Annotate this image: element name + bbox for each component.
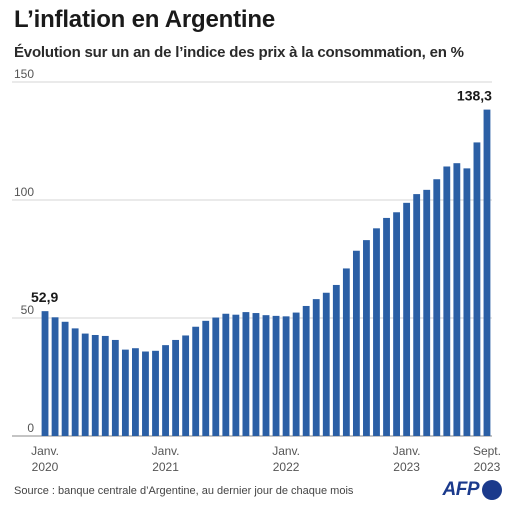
bar (212, 317, 220, 436)
bar (182, 335, 190, 436)
bar (252, 313, 260, 436)
chart-title: L’inflation en Argentine (14, 6, 275, 33)
data-label: 138,3 (457, 88, 492, 104)
bar (121, 349, 129, 436)
source-note: Source : banque centrale d’Argentine, au… (14, 485, 354, 497)
bar (192, 326, 200, 436)
x-tick-label: Janv. (393, 444, 421, 458)
bar (443, 166, 451, 436)
bar (51, 317, 59, 436)
bar (413, 194, 421, 436)
bar (132, 348, 139, 436)
afp-logo-text: AFP (442, 479, 480, 500)
bar (111, 339, 119, 436)
bar (262, 315, 270, 436)
bar (292, 312, 300, 436)
bar (272, 315, 280, 436)
bar (393, 212, 400, 436)
bar (232, 314, 240, 436)
y-tick-label: 150 (14, 67, 34, 81)
x-tick-label: 2023 (393, 460, 420, 474)
bar (91, 334, 99, 436)
bar (101, 335, 109, 436)
bar (342, 268, 350, 436)
x-tick-label: Janv. (152, 444, 180, 458)
bar (433, 179, 441, 436)
bar (373, 228, 380, 436)
y-tick-label: 50 (21, 303, 35, 317)
bar (222, 313, 230, 436)
bar (473, 142, 481, 436)
bar (312, 299, 320, 436)
bar (202, 320, 210, 436)
x-tick-label: 2022 (273, 460, 300, 474)
bar (463, 168, 471, 436)
data-annotations: 52,9 138,3 (31, 88, 492, 306)
data-label: 52,9 (31, 289, 58, 305)
bar (61, 321, 69, 436)
x-tick-label: 2020 (32, 460, 59, 474)
bar (453, 163, 461, 436)
bar (352, 250, 360, 436)
bar (363, 240, 370, 436)
x-axis-ticks: Janv. 2020 Janv. 2021 Janv. 2022 Janv. 2023 Sept… (31, 444, 501, 474)
bar (483, 109, 491, 436)
x-tick-label: Sept. (473, 444, 501, 458)
y-axis-ticks: 0 50 100 150 (14, 67, 34, 435)
bar (322, 292, 330, 436)
y-tick-label: 100 (14, 185, 34, 199)
afp-logo-dot-icon (482, 480, 502, 500)
x-tick-label: 2023 (474, 460, 501, 474)
x-tick-label: 2021 (152, 460, 179, 474)
bar (41, 311, 49, 436)
x-tick-label: Janv. (31, 444, 59, 458)
bar (242, 312, 250, 436)
bar (142, 351, 149, 436)
bar (282, 316, 290, 436)
bar (71, 328, 79, 436)
bar (403, 202, 411, 436)
x-tick-label: Janv. (272, 444, 300, 458)
bars (41, 109, 491, 436)
y-tick-label: 0 (27, 421, 34, 435)
bar (81, 333, 89, 436)
bar (423, 189, 431, 436)
bar (162, 345, 169, 436)
chart-subtitle: Évolution sur un an de l’indice des prix… (14, 44, 464, 61)
bar (172, 339, 180, 436)
bar (383, 217, 390, 436)
bar (152, 350, 159, 436)
bar (332, 284, 340, 436)
afp-logo: AFP (442, 479, 502, 501)
bar (302, 305, 310, 436)
